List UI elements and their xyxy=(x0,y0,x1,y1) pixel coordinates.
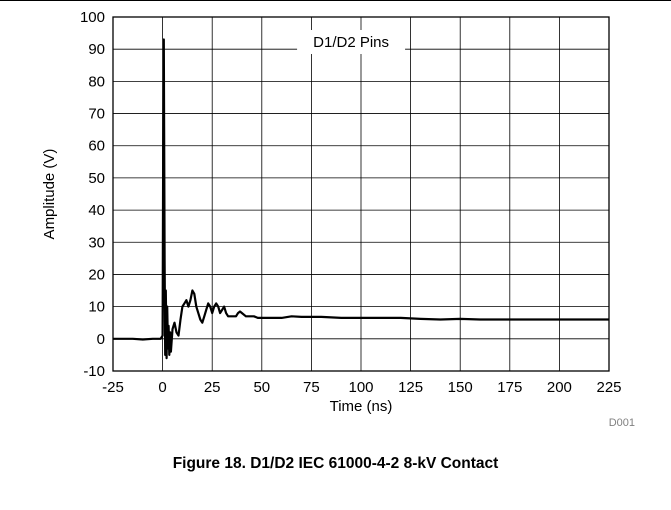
legend-box xyxy=(297,30,406,54)
y-tick-label: 50 xyxy=(88,170,105,187)
figure-caption: Figure 18. D1/D2 IEC 61000-4-2 8-kV Cont… xyxy=(172,455,499,472)
x-tick-label: 100 xyxy=(348,379,373,396)
y-tick-label: 40 xyxy=(88,202,105,219)
x-axis-label: Time (ns) xyxy=(330,398,393,415)
y-tick-label: 30 xyxy=(88,234,105,251)
y-tick-label: 80 xyxy=(88,73,105,90)
x-tick-label: 75 xyxy=(303,379,320,396)
y-tick-label: 20 xyxy=(88,266,105,283)
y-tick-label: 0 xyxy=(97,331,105,348)
x-tick-label: 200 xyxy=(547,379,572,396)
y-tick-label: 90 xyxy=(88,41,105,58)
legend-label: D1/D2 Pins xyxy=(313,34,389,51)
y-tick-label: 10 xyxy=(88,299,105,316)
x-tick-label: -25 xyxy=(102,379,124,396)
x-tick-label: 125 xyxy=(398,379,423,396)
top-rule xyxy=(0,0,671,1)
x-tick-label: 150 xyxy=(448,379,473,396)
y-tick-label: 70 xyxy=(88,106,105,123)
figure-code: D001 xyxy=(609,417,635,429)
x-tick-label: 225 xyxy=(596,379,621,396)
chart: -25 0 25 50 75 100 125 150 175 200 225 -10 0 10 20 30 40… xyxy=(41,9,635,429)
plot-frame xyxy=(112,16,610,372)
series-line-d1-d2 xyxy=(113,38,609,360)
x-tick-label: 50 xyxy=(253,379,270,396)
y-axis-label: Amplitude (V) xyxy=(41,149,58,240)
y-tick-label: -10 xyxy=(83,363,105,380)
y-tick-label: 60 xyxy=(88,138,105,155)
x-tick-label: 25 xyxy=(204,379,221,396)
x-tick-label: 0 xyxy=(158,379,166,396)
y-tick-label: 100 xyxy=(80,9,105,26)
x-tick-label: 175 xyxy=(497,379,522,396)
